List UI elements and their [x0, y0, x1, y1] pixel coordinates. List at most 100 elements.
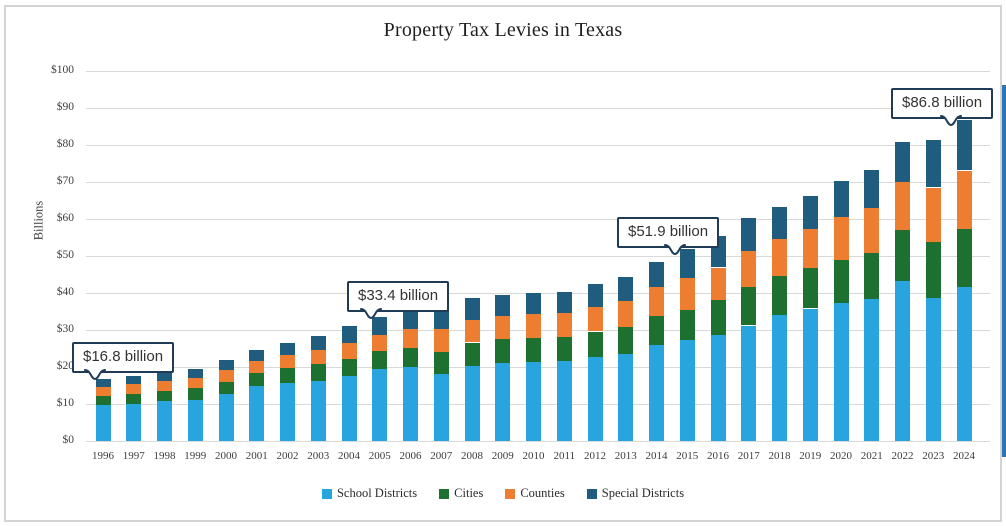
bar-segment-counties: [587, 306, 603, 332]
x-axis-tick-label: 1999: [184, 450, 207, 462]
bar-segment-cities: [187, 388, 203, 400]
bar-segment-school-districts: [526, 361, 541, 441]
x-axis-tick-label: 2021: [860, 450, 883, 462]
bar-segment-special-districts: [772, 207, 787, 240]
bar-segment-special-districts: [956, 119, 972, 171]
x-axis-tick-label: 2002: [276, 450, 299, 462]
bar-segment-cities: [802, 267, 818, 309]
bar-segment-school-districts: [464, 365, 480, 441]
bar-segment-cities: [126, 394, 142, 404]
bar-segment-cities: [280, 368, 295, 383]
bar-segment-cities: [772, 276, 787, 315]
bar-segment-counties: [526, 314, 541, 338]
x-axis-tick-label: 2019: [799, 450, 822, 462]
legend-label: Cities: [454, 486, 484, 500]
bar-segment-special-districts: [925, 139, 941, 188]
window-right-edge: [1002, 85, 1006, 457]
bar-segment-school-districts: [895, 281, 910, 441]
legend-item-special-districts: Special Districts: [586, 486, 684, 501]
y-axis-tick-label: $0: [62, 434, 75, 446]
bar-segment-school-districts: [157, 401, 172, 441]
bar-segment-school-districts: [802, 308, 818, 441]
x-axis-tick-label: 2022: [891, 450, 914, 462]
bar-segment-counties: [956, 170, 972, 229]
y-axis-tick-label: $40: [56, 286, 74, 298]
bar-segment-counties: [833, 216, 849, 260]
bar-segment-cities: [679, 309, 695, 341]
legend-swatch-icon: [439, 488, 450, 499]
bar-segment-special-districts: [187, 368, 203, 378]
bar-segment-school-districts: [618, 353, 634, 441]
bar-segment-cities: [587, 331, 603, 357]
y-axis-tick-label: $10: [56, 397, 74, 409]
bar-segment-school-districts: [249, 385, 265, 441]
bar-segment-cities: [95, 395, 111, 406]
y-axis-tick-label: $90: [56, 101, 74, 113]
bar-segment-school-districts: [218, 394, 234, 441]
x-axis-tick-label: 2014: [645, 450, 668, 462]
bar-segment-counties: [618, 300, 634, 328]
callout-annotation-2024: $86.8 billion: [891, 88, 994, 127]
y-axis-tick-label: $80: [56, 138, 74, 150]
y-axis-tick-label: $30: [56, 323, 74, 335]
x-axis-tick-label: 2020: [830, 450, 852, 462]
bar-segment-cities: [956, 228, 972, 288]
x-axis-tick-label: 2004: [338, 450, 360, 462]
bar-segment-cities: [895, 230, 910, 282]
bar-segment-counties: [249, 361, 265, 373]
bar-segment-special-districts: [679, 249, 695, 278]
bar-segment-counties: [126, 384, 142, 394]
bar-segment-special-districts: [464, 298, 480, 320]
bar-segment-special-districts: [341, 325, 357, 343]
x-axis-tick-label: 2018: [768, 450, 791, 462]
chart-title: Property Tax Levies in Texas: [383, 19, 623, 41]
x-axis-tick-label: 1998: [153, 450, 176, 462]
bar-segment-cities: [526, 337, 541, 362]
callout-pointer-icon: [84, 369, 106, 381]
x-axis-tick-label: 2023: [922, 450, 945, 462]
bar-segment-counties: [187, 377, 203, 389]
bar-segment-counties: [925, 187, 941, 242]
bar-segment-school-districts: [772, 314, 787, 441]
callout-text: $86.8 billion: [902, 94, 983, 111]
x-axis-tick-label: 2017: [737, 450, 760, 462]
bar-segment-school-districts: [925, 298, 941, 441]
bar-segment-special-districts: [249, 350, 265, 362]
bar-segment-counties: [679, 277, 695, 310]
bar-segment-school-districts: [126, 403, 142, 441]
bar-segment-cities: [925, 241, 941, 299]
bar-segment-counties: [403, 328, 418, 348]
bar-segment-cities: [864, 253, 880, 299]
bar-segment-cities: [310, 364, 326, 381]
bar-segment-counties: [895, 182, 910, 231]
bar-segment-cities: [403, 347, 418, 367]
legend-swatch-icon: [586, 488, 597, 499]
bar-segment-cities: [249, 372, 265, 386]
x-axis-tick-label: 1997: [122, 450, 145, 462]
bar-segment-school-districts: [679, 340, 695, 441]
x-axis-tick-label: 2005: [368, 450, 391, 462]
x-axis-tick-label: 2013: [614, 450, 637, 462]
legend-swatch-icon: [321, 488, 332, 499]
bar-segment-special-districts: [218, 359, 234, 371]
bar-segment-school-districts: [187, 399, 203, 441]
bar-segment-school-districts: [280, 382, 295, 441]
bar-segment-cities: [833, 259, 849, 303]
bar-segment-counties: [280, 354, 295, 369]
bar-segment-school-districts: [341, 375, 357, 441]
bar-segment-cities: [710, 299, 726, 335]
x-axis-tick-label: 2024: [953, 450, 975, 462]
x-axis-tick-label: 2015: [676, 450, 699, 462]
legend-label: Counties: [520, 486, 565, 500]
bar-segment-counties: [772, 239, 787, 276]
x-axis-tick-label: 2012: [584, 450, 606, 462]
bar-segment-counties: [495, 315, 511, 340]
bar-segment-counties: [710, 267, 726, 300]
gridline: [86, 441, 990, 442]
bar-segment-special-districts: [895, 141, 910, 183]
bar-segment-cities: [464, 342, 480, 366]
callout-text: $33.4 billion: [358, 287, 439, 304]
bar-segment-counties: [741, 251, 757, 288]
legend-swatch-icon: [505, 488, 516, 499]
y-axis-tick-label: $20: [56, 360, 74, 372]
